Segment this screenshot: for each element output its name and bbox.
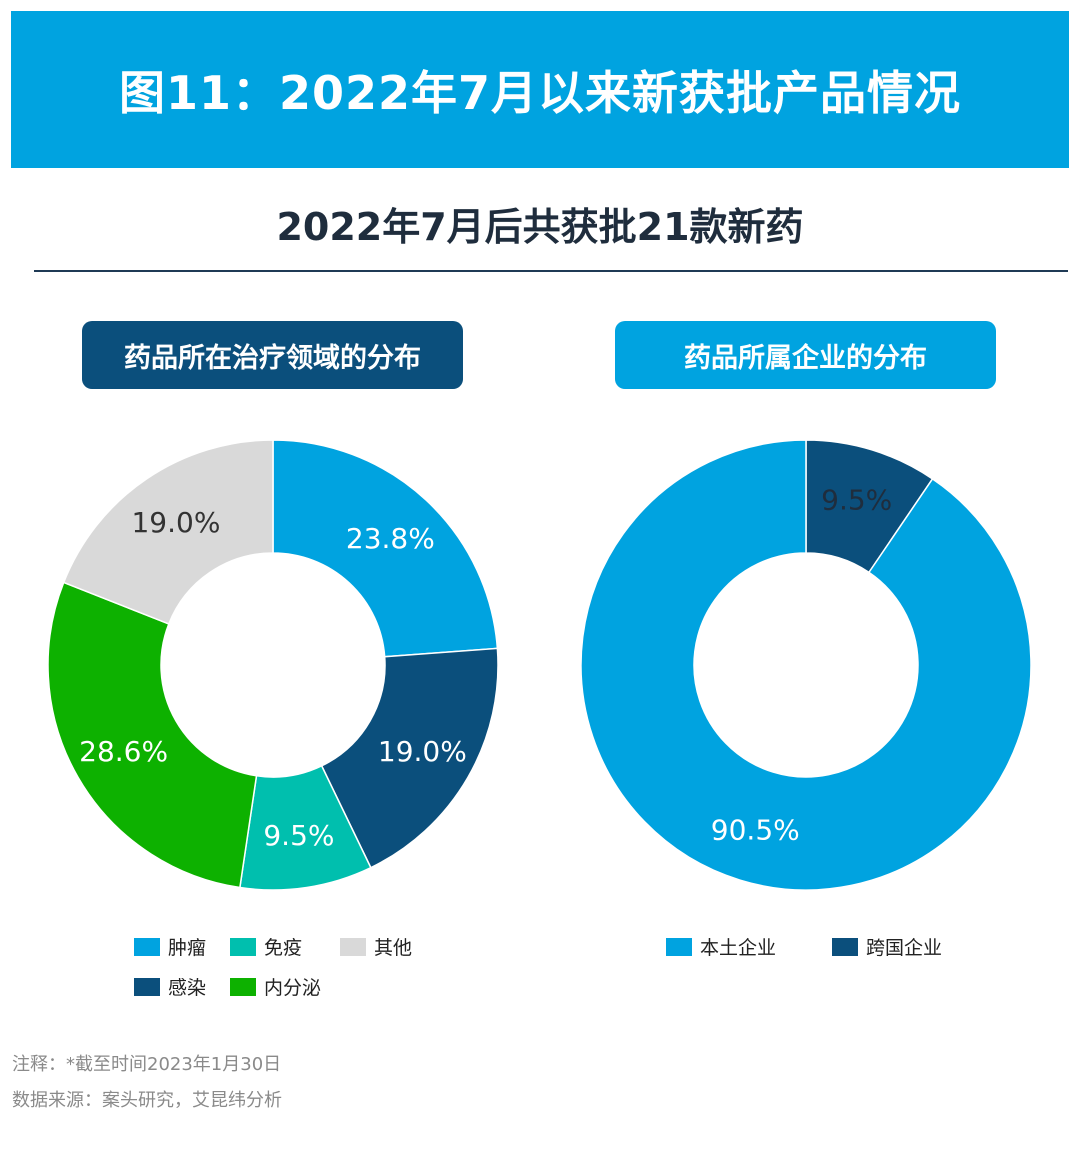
slice-label-肿瘤: 23.8% xyxy=(346,522,435,555)
slice-label-本土企业: 90.5% xyxy=(711,813,800,846)
figure-title-banner: 图11：2022年7月以来新获批产品情况 xyxy=(11,11,1069,168)
company-type-donut-chart: 9.5% 90.5% xyxy=(580,439,1032,891)
legend-swatch xyxy=(340,937,366,956)
figure-title: 图11：2022年7月以来新获批产品情况 xyxy=(118,65,962,120)
therapeutic-area-donut-chart: 23.8% 19.0% 9.5% 28.6% 19.0% xyxy=(47,439,499,891)
legend-swatch xyxy=(230,937,256,956)
slice-label-跨国企业: 9.5% xyxy=(821,484,892,517)
legend-swatch xyxy=(134,937,160,956)
donut-slice-内分泌 xyxy=(47,581,258,889)
legend-label: 感染 xyxy=(168,977,207,999)
data-source: 数据来源：案头研究，艾昆纬分析 xyxy=(12,1090,282,1111)
chart-subtitle: 2022年7月后共获批21款新药 xyxy=(276,205,804,249)
donut-slice-本土企业 xyxy=(580,439,1032,891)
legend-label: 免疫 xyxy=(264,937,303,959)
legend-label: 跨国企业 xyxy=(866,937,943,959)
slice-label-其他: 19.0% xyxy=(131,506,220,539)
legend-label: 内分泌 xyxy=(264,977,322,999)
legend-swatch xyxy=(134,977,160,996)
footnote: 注释：*截至时间2023年1月30日 xyxy=(12,1054,282,1075)
legend-swatch xyxy=(230,977,256,996)
legend-item-跨国企业: 跨国企业 xyxy=(832,933,942,960)
legend-item-其他: 其他 xyxy=(340,933,412,960)
legend-label: 其他 xyxy=(374,937,413,959)
legend-item-免疫: 免疫 xyxy=(230,933,302,960)
slice-label-内分泌: 28.6% xyxy=(79,735,168,768)
legend-item-本土企业: 本土企业 xyxy=(666,933,776,960)
divider-line xyxy=(34,270,1068,272)
left-panel-title-text: 药品所在治疗领域的分布 xyxy=(124,342,421,374)
legend-swatch xyxy=(666,937,692,956)
donut-slice-感染 xyxy=(320,647,499,869)
legend-swatch xyxy=(832,937,858,956)
slice-label-感染: 19.0% xyxy=(378,735,467,768)
donut-slice-肿瘤 xyxy=(272,439,499,658)
legend-label: 肿瘤 xyxy=(168,937,207,959)
left-panel-title: 药品所在治疗领域的分布 xyxy=(82,321,463,389)
legend-item-感染: 感染 xyxy=(134,973,206,1000)
donut-slice-其他 xyxy=(62,439,274,625)
right-panel-title-text: 药品所属企业的分布 xyxy=(684,342,927,374)
legend-item-肿瘤: 肿瘤 xyxy=(134,933,206,960)
slice-label-免疫: 9.5% xyxy=(263,819,334,852)
right-panel-title: 药品所属企业的分布 xyxy=(615,321,996,389)
legend-label: 本土企业 xyxy=(700,937,777,959)
legend-item-内分泌: 内分泌 xyxy=(230,973,321,1000)
